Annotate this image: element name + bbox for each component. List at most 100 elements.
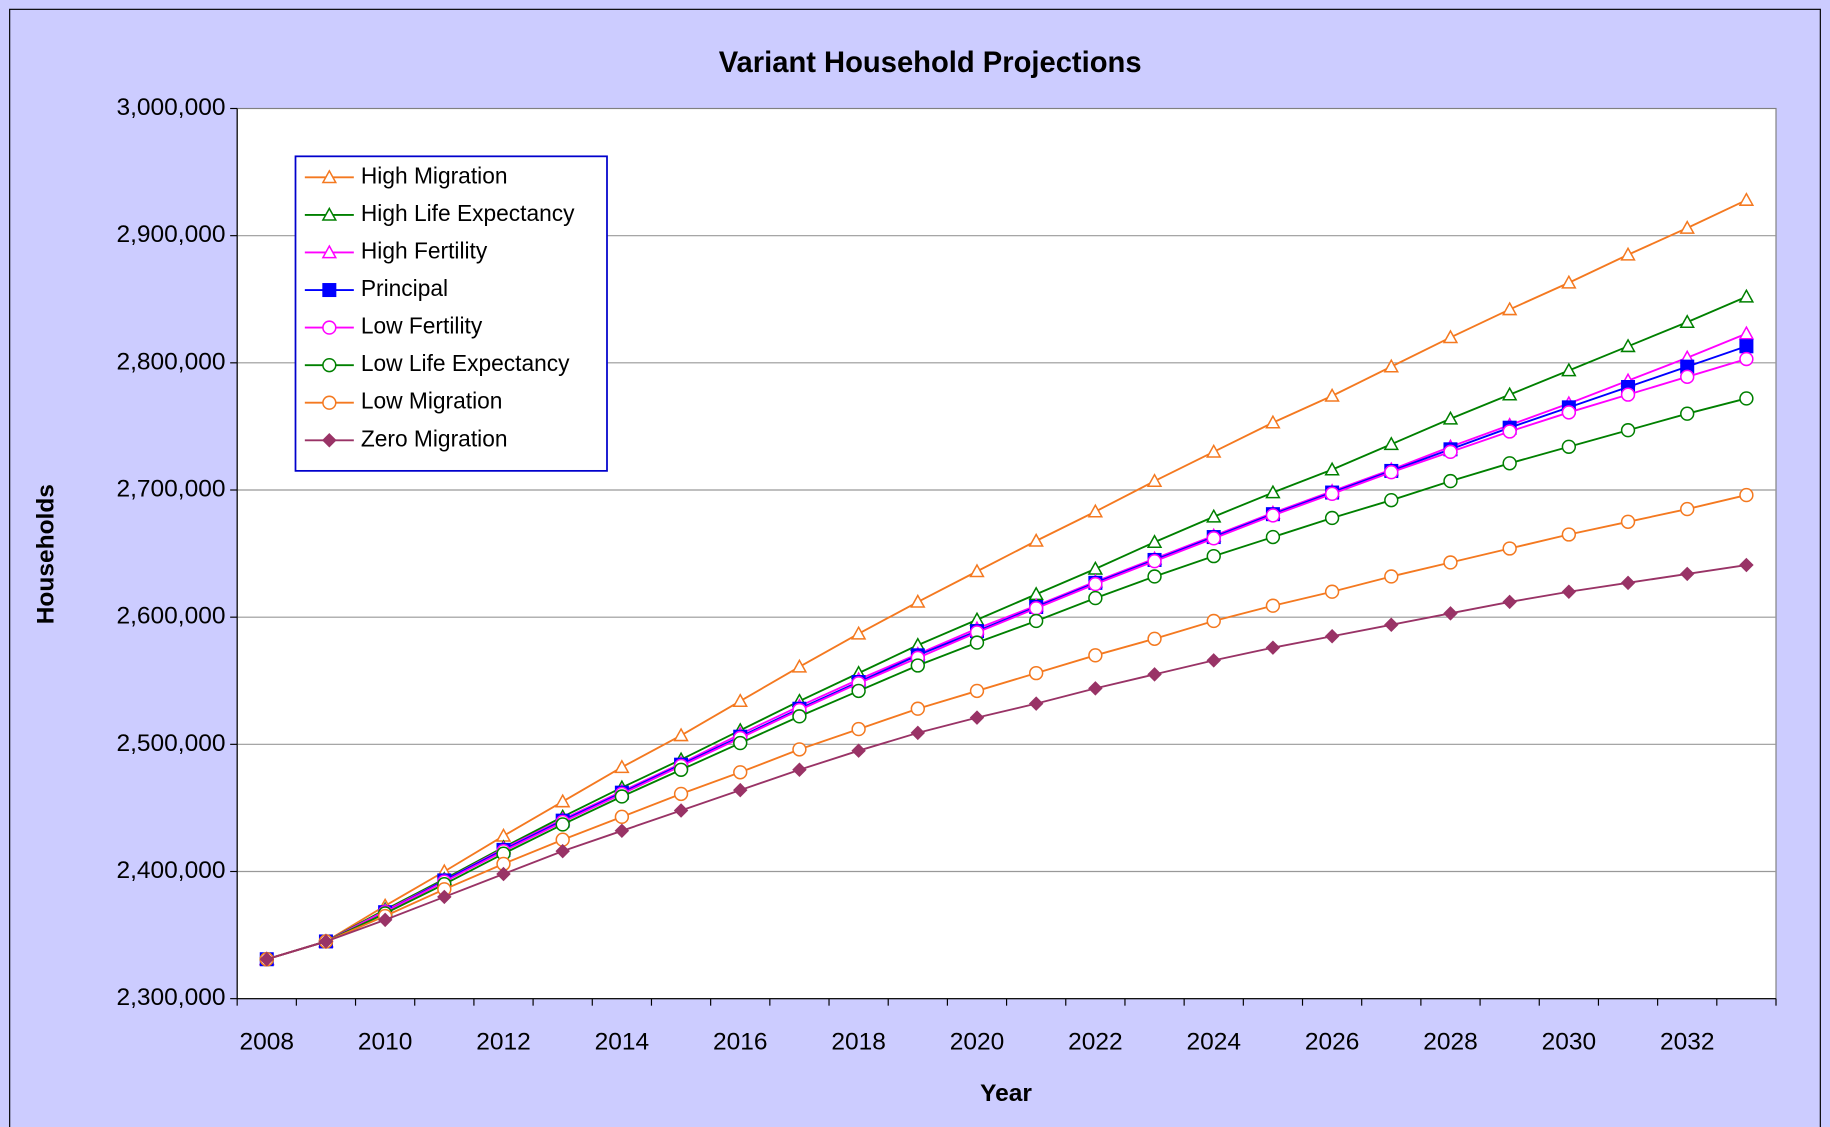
marker [555, 843, 570, 859]
x-tick-label: 2032 [1660, 1028, 1715, 1055]
marker [1739, 339, 1754, 354]
marker [1442, 410, 1459, 425]
marker [1739, 351, 1754, 367]
marker [673, 803, 689, 818]
marker [1383, 358, 1399, 373]
legend-label: High Life Expectancy [361, 200, 575, 226]
marker [437, 889, 452, 905]
marker [1679, 566, 1695, 582]
marker [1088, 681, 1103, 696]
marker [1206, 443, 1222, 458]
marker [1502, 424, 1517, 439]
marker [851, 743, 866, 758]
marker [1265, 484, 1281, 499]
marker [1265, 414, 1281, 429]
series-line [266, 397, 1747, 961]
marker [792, 762, 807, 778]
marker [673, 786, 689, 802]
marker [1147, 667, 1162, 682]
marker [851, 721, 866, 737]
legend-label: High Fertility [361, 237, 488, 263]
marker [1206, 613, 1221, 629]
marker [259, 952, 275, 967]
series [259, 391, 1754, 967]
legend-marker [322, 320, 337, 335]
marker [614, 809, 630, 824]
series-line [266, 332, 1747, 961]
marker [1146, 473, 1163, 487]
marker [1147, 554, 1162, 569]
y-tick-label: 2,300,000 [116, 984, 225, 1011]
marker [791, 658, 808, 673]
marker [1384, 492, 1399, 508]
marker [673, 727, 689, 742]
marker [1384, 569, 1399, 584]
x-tick-label: 2030 [1542, 1028, 1597, 1055]
series-line [266, 564, 1747, 961]
x-tick-label: 2028 [1423, 1028, 1478, 1055]
marker [1206, 531, 1221, 546]
marker [1501, 386, 1518, 401]
marker [1620, 514, 1636, 529]
x-axis-label: Year [980, 1080, 1032, 1107]
marker [1561, 274, 1577, 289]
legend-box [294, 155, 608, 472]
marker [1680, 369, 1695, 384]
marker [1265, 529, 1281, 545]
marker [1679, 314, 1695, 329]
marker [1029, 613, 1044, 629]
marker [1206, 653, 1221, 668]
marker [1502, 456, 1517, 471]
marker [318, 934, 334, 949]
marker [1384, 617, 1399, 633]
series-line [266, 199, 1747, 961]
marker [1324, 629, 1340, 644]
marker [1206, 508, 1222, 523]
marker [1738, 288, 1755, 303]
marker [1146, 534, 1163, 549]
marker [1324, 584, 1340, 599]
y-tick-label: 2,400,000 [116, 857, 225, 884]
series-line [266, 295, 1747, 961]
series-line [266, 345, 1747, 961]
x-tick-label: 2012 [476, 1028, 531, 1055]
marker [614, 759, 630, 774]
marker [1029, 665, 1044, 681]
marker [1620, 575, 1636, 591]
chart-title: Variant Household Projections [719, 47, 1142, 79]
marker [1206, 548, 1221, 564]
x-tick-label: 2026 [1305, 1028, 1360, 1055]
marker [496, 866, 511, 882]
marker [1620, 423, 1636, 438]
legend-label: High Migration [361, 162, 508, 188]
marker [969, 710, 985, 725]
x-tick-label: 2024 [1186, 1028, 1241, 1055]
marker [1087, 503, 1104, 518]
legend-label: Zero Migration [361, 425, 508, 451]
marker [1265, 508, 1281, 523]
marker [1324, 486, 1340, 501]
marker [1561, 439, 1577, 454]
marker [1028, 532, 1044, 547]
legend-label: Low Fertility [361, 313, 483, 339]
marker [733, 782, 748, 798]
marker [851, 683, 866, 699]
marker [850, 625, 867, 640]
y-tick-label: 3,000,000 [116, 94, 225, 121]
marker [1443, 444, 1458, 460]
marker [1620, 387, 1636, 402]
marker [969, 635, 985, 650]
marker [733, 735, 748, 751]
y-tick-label: 2,800,000 [116, 348, 225, 375]
legend-marker [321, 206, 338, 221]
marker [1383, 436, 1399, 451]
marker [1324, 510, 1340, 526]
legend-label: Low Life Expectancy [361, 350, 570, 376]
marker [1442, 329, 1459, 344]
series [259, 557, 1754, 967]
legend-marker [321, 244, 338, 259]
marker [1088, 576, 1103, 592]
marker [910, 701, 925, 716]
